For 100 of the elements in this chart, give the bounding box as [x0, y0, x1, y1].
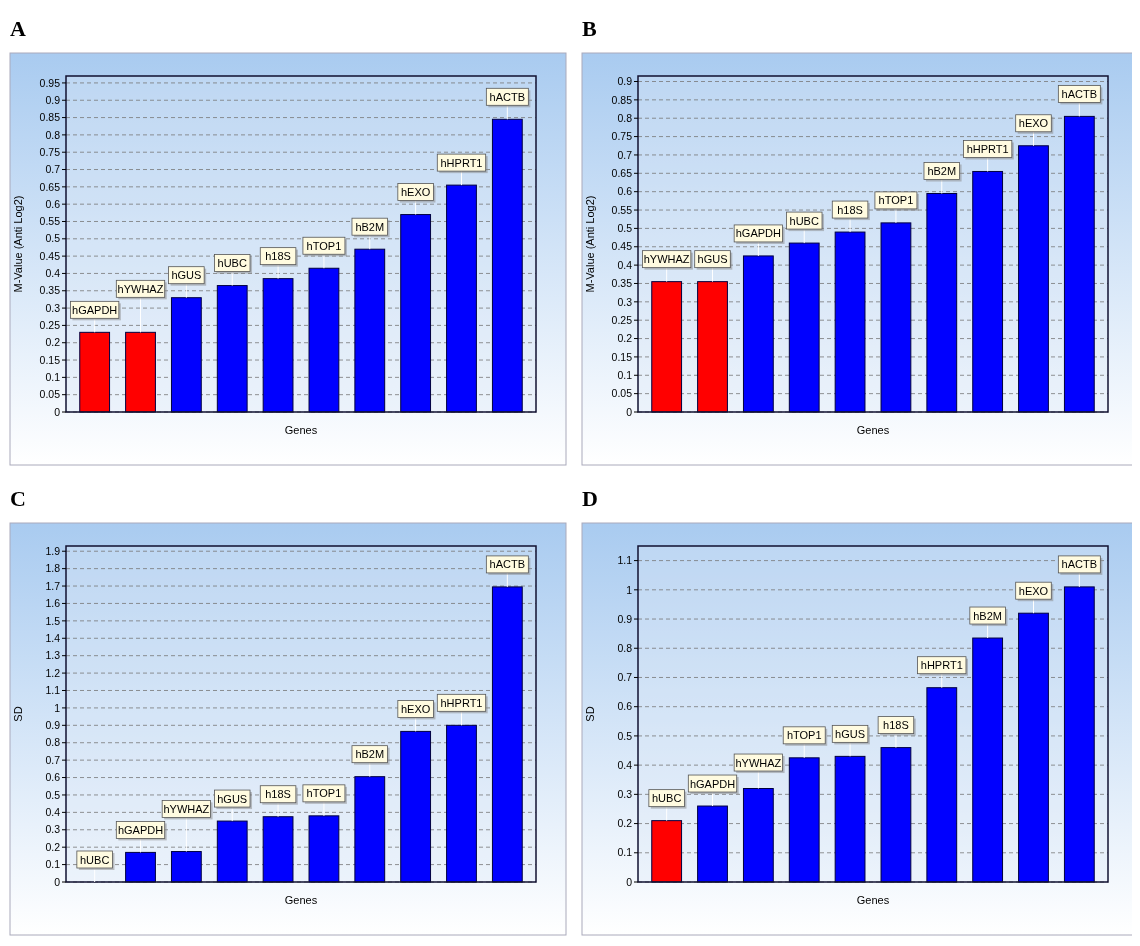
x-tick-label: h18S — [883, 719, 909, 732]
y-tick-label: 0.05 — [611, 387, 633, 400]
y-tick-label: 0.35 — [611, 277, 633, 290]
x-tick-label: hHPRT1 — [966, 142, 1009, 155]
bar — [697, 805, 728, 883]
y-tick-label: 0.65 — [39, 180, 61, 193]
bar — [880, 747, 912, 883]
y-tick-label: 0.25 — [611, 313, 633, 326]
y-tick-label: 0.55 — [611, 203, 633, 216]
y-tick-label: 0.7 — [45, 163, 61, 176]
x-tick-label: hYWHAZ — [163, 802, 210, 815]
x-axis-title: Genes — [284, 894, 318, 906]
bar — [491, 586, 523, 883]
bar — [354, 776, 386, 883]
y-tick-label: 1.6 — [45, 597, 61, 610]
bar — [491, 118, 523, 413]
bar — [788, 242, 820, 413]
y-tick-label: 0.15 — [611, 350, 633, 363]
y-tick-label: 0.85 — [39, 111, 61, 124]
x-tick-label: hHPRT1 — [440, 696, 483, 709]
bar — [1018, 145, 1049, 413]
x-tick-label: hACTB — [489, 90, 526, 103]
y-tick-label: 0.3 — [45, 823, 61, 836]
x-tick-label: h18S — [265, 250, 291, 263]
bar — [697, 281, 728, 413]
bar — [834, 231, 866, 413]
y-tick-label: 0.2 — [45, 840, 61, 853]
y-tick-label: 0.5 — [45, 788, 61, 801]
y-tick-label: 0.6 — [617, 185, 633, 198]
y-tick-label: 0.9 — [45, 718, 61, 731]
chart-title: A — [10, 16, 26, 41]
y-tick-label: 0.4 — [617, 258, 633, 271]
y-tick-label: 0.9 — [617, 612, 633, 625]
y-tick-label: 0.6 — [45, 197, 61, 210]
y-tick-label: 0.3 — [617, 788, 633, 801]
x-tick-label: hYWHAZ — [643, 253, 690, 266]
chart-title: B — [582, 16, 597, 41]
y-tick-label: 0.1 — [617, 846, 633, 859]
x-tick-label: hACTB — [1061, 87, 1098, 100]
bar — [880, 222, 912, 413]
bar — [308, 815, 340, 883]
bar — [262, 278, 294, 413]
y-tick-label: 0.2 — [45, 336, 61, 349]
y-tick-label: 1.9 — [45, 544, 61, 557]
y-tick-label: 0.8 — [45, 128, 61, 141]
bar — [1018, 612, 1049, 883]
x-tick-label: hEXO — [400, 186, 431, 199]
y-tick-label: 0.6 — [617, 700, 633, 713]
bar — [79, 331, 111, 413]
y-tick-label: 0.4 — [617, 758, 633, 771]
y-tick-label: 0.75 — [39, 145, 61, 158]
x-tick-label: hGAPDH — [117, 823, 164, 836]
chart-title: D — [582, 486, 598, 511]
x-tick-label: hACTB — [1061, 558, 1098, 571]
y-tick-label: 1.8 — [45, 562, 61, 575]
x-tick-label: hACTB — [489, 558, 526, 571]
x-tick-label: hTOP1 — [306, 239, 342, 252]
x-tick-label: hGAPDH — [689, 777, 736, 790]
y-tick-label: 0.8 — [617, 111, 633, 124]
y-axis-title: M-Value (Anti Log2) — [584, 195, 596, 293]
bar — [651, 820, 683, 883]
x-tick-label: hGUS — [835, 727, 866, 740]
y-tick-label: 0 — [54, 875, 61, 888]
chart-title: C — [10, 486, 26, 511]
bar — [170, 297, 202, 413]
x-tick-label: h18S — [265, 788, 291, 801]
y-tick-label: 0.6 — [45, 771, 61, 784]
y-tick-label: 0.9 — [45, 93, 61, 106]
y-tick-label: 1.7 — [45, 579, 61, 592]
bar — [972, 637, 1004, 883]
x-tick-label: hGUS — [697, 253, 728, 266]
y-tick-label: 0.95 — [39, 76, 61, 89]
bar — [400, 214, 432, 413]
x-tick-label: hB2M — [927, 165, 957, 178]
y-tick-label: 0.35 — [39, 284, 61, 297]
y-tick-label: 0.9 — [617, 75, 633, 88]
x-tick-label: hUBC — [789, 214, 819, 227]
bar — [834, 755, 866, 883]
x-tick-label: hYWHAZ — [735, 756, 782, 769]
bar — [125, 851, 156, 883]
bar — [742, 788, 774, 883]
y-tick-label: 0.3 — [45, 301, 61, 314]
y-tick-label: 0.4 — [45, 267, 61, 280]
x-tick-label: hUBC — [79, 853, 110, 866]
y-tick-label: 0.7 — [45, 753, 61, 766]
y-tick-label: 0.45 — [611, 240, 633, 253]
y-tick-label: 0.1 — [617, 368, 633, 381]
y-axis-title: SD — [584, 706, 596, 722]
y-tick-label: 1.1 — [45, 684, 61, 697]
y-tick-label: 0.65 — [611, 166, 633, 179]
x-tick-label: hUBC — [651, 792, 682, 805]
y-tick-label: 0.75 — [611, 130, 633, 143]
x-tick-label: h18S — [837, 203, 863, 216]
y-tick-label: 1 — [626, 583, 633, 596]
x-tick-label: hGUS — [171, 269, 202, 282]
y-tick-label: 0 — [626, 875, 633, 888]
y-tick-label: 0.1 — [45, 858, 61, 871]
y-tick-label: 1 — [54, 701, 61, 714]
bar — [125, 331, 156, 413]
y-tick-label: 0.3 — [617, 295, 633, 308]
